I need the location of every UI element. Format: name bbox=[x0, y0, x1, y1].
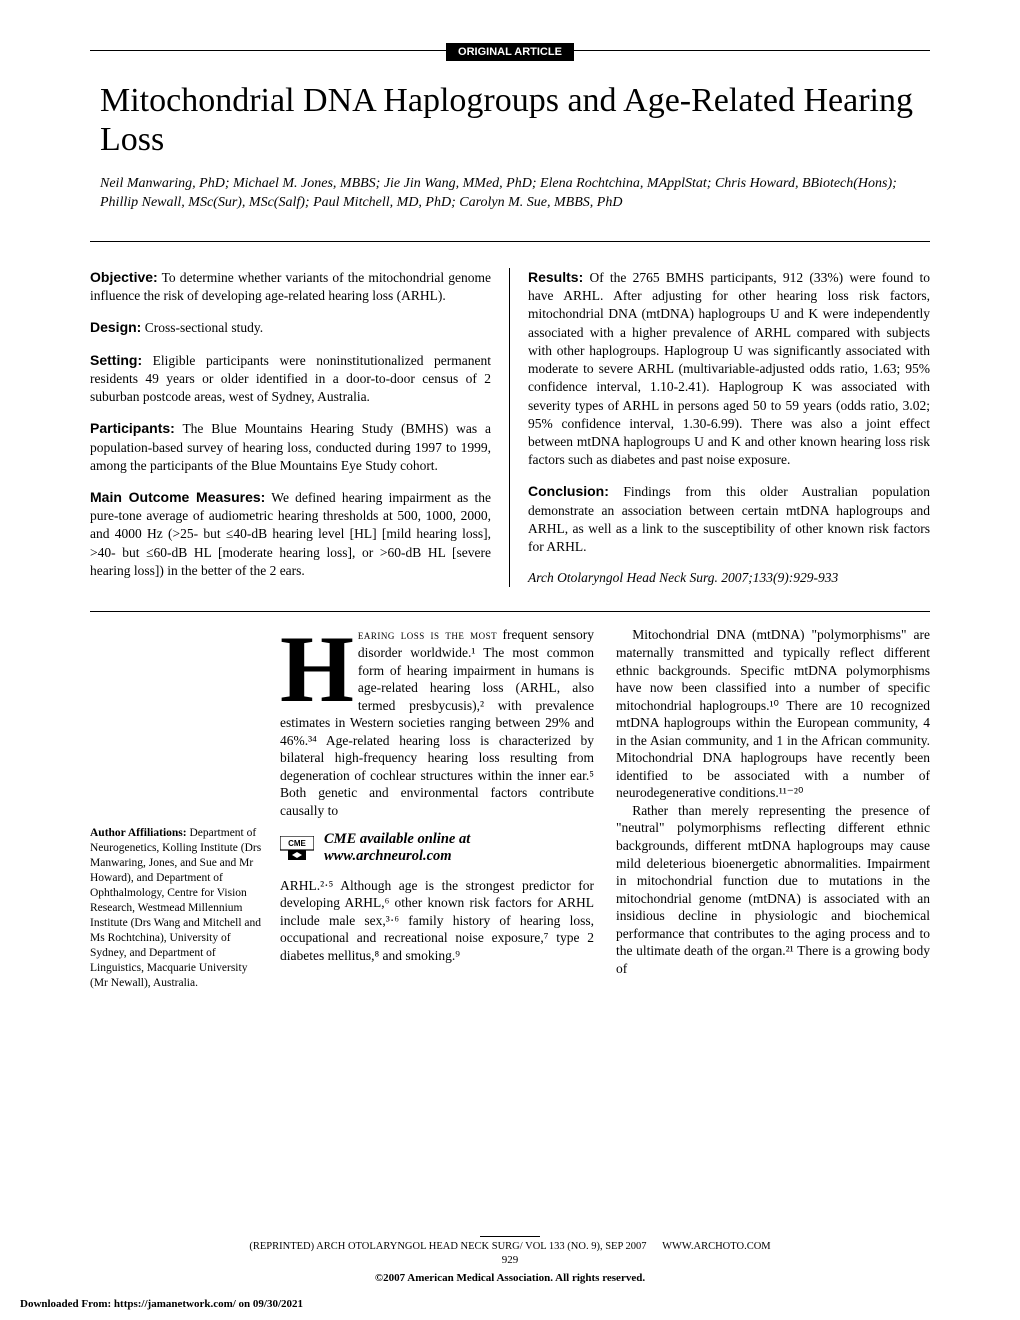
cme-line2: www.archneurol.com bbox=[324, 848, 452, 864]
abstract-results: Results: Of the 2765 BMHS participants, … bbox=[528, 268, 930, 469]
abstract-setting: Setting: Eligible participants were noni… bbox=[90, 351, 491, 407]
divider-rule-2 bbox=[90, 611, 930, 612]
abs-head-participants: Participants: bbox=[90, 420, 175, 436]
cme-badge-text: CME bbox=[288, 839, 306, 848]
author-list: Neil Manwaring, PhD; Michael M. Jones, M… bbox=[100, 175, 930, 213]
footer-reprint: (REPRINTED) ARCH OTOLARYNGOL HEAD NECK S… bbox=[249, 1241, 646, 1252]
divider-rule bbox=[90, 241, 930, 242]
download-note: Downloaded From: https://jamanetwork.com… bbox=[20, 1298, 303, 1310]
page-number: 929 bbox=[90, 1254, 930, 1266]
footer-rule bbox=[480, 1236, 540, 1237]
cme-text: CME available online at www.archneurol.c… bbox=[324, 831, 470, 864]
abstract-citation: Arch Otolaryngol Head Neck Surg. 2007;13… bbox=[528, 569, 930, 587]
abs-head-objective: Objective: bbox=[90, 269, 158, 285]
abs-head-results: Results: bbox=[528, 269, 583, 285]
abs-head-design: Design: bbox=[90, 319, 141, 335]
body-area: Author Affiliations: Department of Neuro… bbox=[90, 626, 930, 990]
abstract-participants: Participants: The Blue Mountains Hearing… bbox=[90, 419, 491, 475]
abstract-left-column: Objective: To determine whether variants… bbox=[90, 268, 510, 588]
page-footer: (REPRINTED) ARCH OTOLARYNGOL HEAD NECK S… bbox=[90, 1236, 930, 1266]
body-text-columns: Hearing loss is the most frequent sensor… bbox=[280, 626, 930, 990]
body-smallcaps: earing loss is the most bbox=[358, 627, 497, 642]
abstract-measures: Main Outcome Measures: We defined hearin… bbox=[90, 488, 491, 580]
cme-line1: CME available online at bbox=[324, 831, 470, 847]
abstract-design: Design: Cross-sectional study. bbox=[90, 318, 491, 337]
article-title: Mitochondrial DNA Haplogroups and Age-Re… bbox=[100, 81, 930, 159]
body-para-2: Mitochondrial DNA (mtDNA) "polymorphisms… bbox=[616, 626, 930, 801]
affiliations-head: Author Affiliations: bbox=[90, 827, 187, 839]
abs-text-results: Of the 2765 BMHS participants, 912 (33%)… bbox=[528, 270, 930, 467]
body-para-1: Hearing loss is the most frequent sensor… bbox=[280, 626, 594, 819]
abstract-objective: Objective: To determine whether variants… bbox=[90, 268, 491, 305]
cme-icon: CME bbox=[280, 836, 314, 860]
body-para-3: Rather than merely representing the pres… bbox=[616, 802, 930, 977]
abs-text-design: Cross-sectional study. bbox=[141, 320, 263, 335]
section-badge: ORIGINAL ARTICLE bbox=[446, 43, 574, 61]
abs-head-measures: Main Outcome Measures: bbox=[90, 489, 265, 505]
footer-url: WWW.ARCHOTO.COM bbox=[662, 1241, 771, 1252]
section-badge-wrap: ORIGINAL ARTICLE bbox=[90, 51, 930, 63]
cme-callout: CME CME available online at www.archneur… bbox=[280, 831, 594, 864]
body-para-1b: ARHL.²·⁵ Although age is the strongest p… bbox=[280, 877, 594, 965]
abs-head-setting: Setting: bbox=[90, 352, 142, 368]
abstract-conclusion: Conclusion: Findings from this older Aus… bbox=[528, 482, 930, 556]
affiliations-text: Department of Neurogenetics, Kolling Ins… bbox=[90, 827, 261, 988]
dropcap: H bbox=[280, 626, 358, 706]
abs-head-conclusion: Conclusion: bbox=[528, 483, 609, 499]
abstract-right-column: Results: Of the 2765 BMHS participants, … bbox=[510, 268, 930, 588]
abs-text-setting: Eligible participants were noninstitutio… bbox=[90, 353, 491, 404]
affiliations-column: Author Affiliations: Department of Neuro… bbox=[90, 626, 262, 990]
copyright-line: ©2007 American Medical Association. All … bbox=[0, 1272, 1020, 1284]
abstract-block: Objective: To determine whether variants… bbox=[90, 268, 930, 588]
